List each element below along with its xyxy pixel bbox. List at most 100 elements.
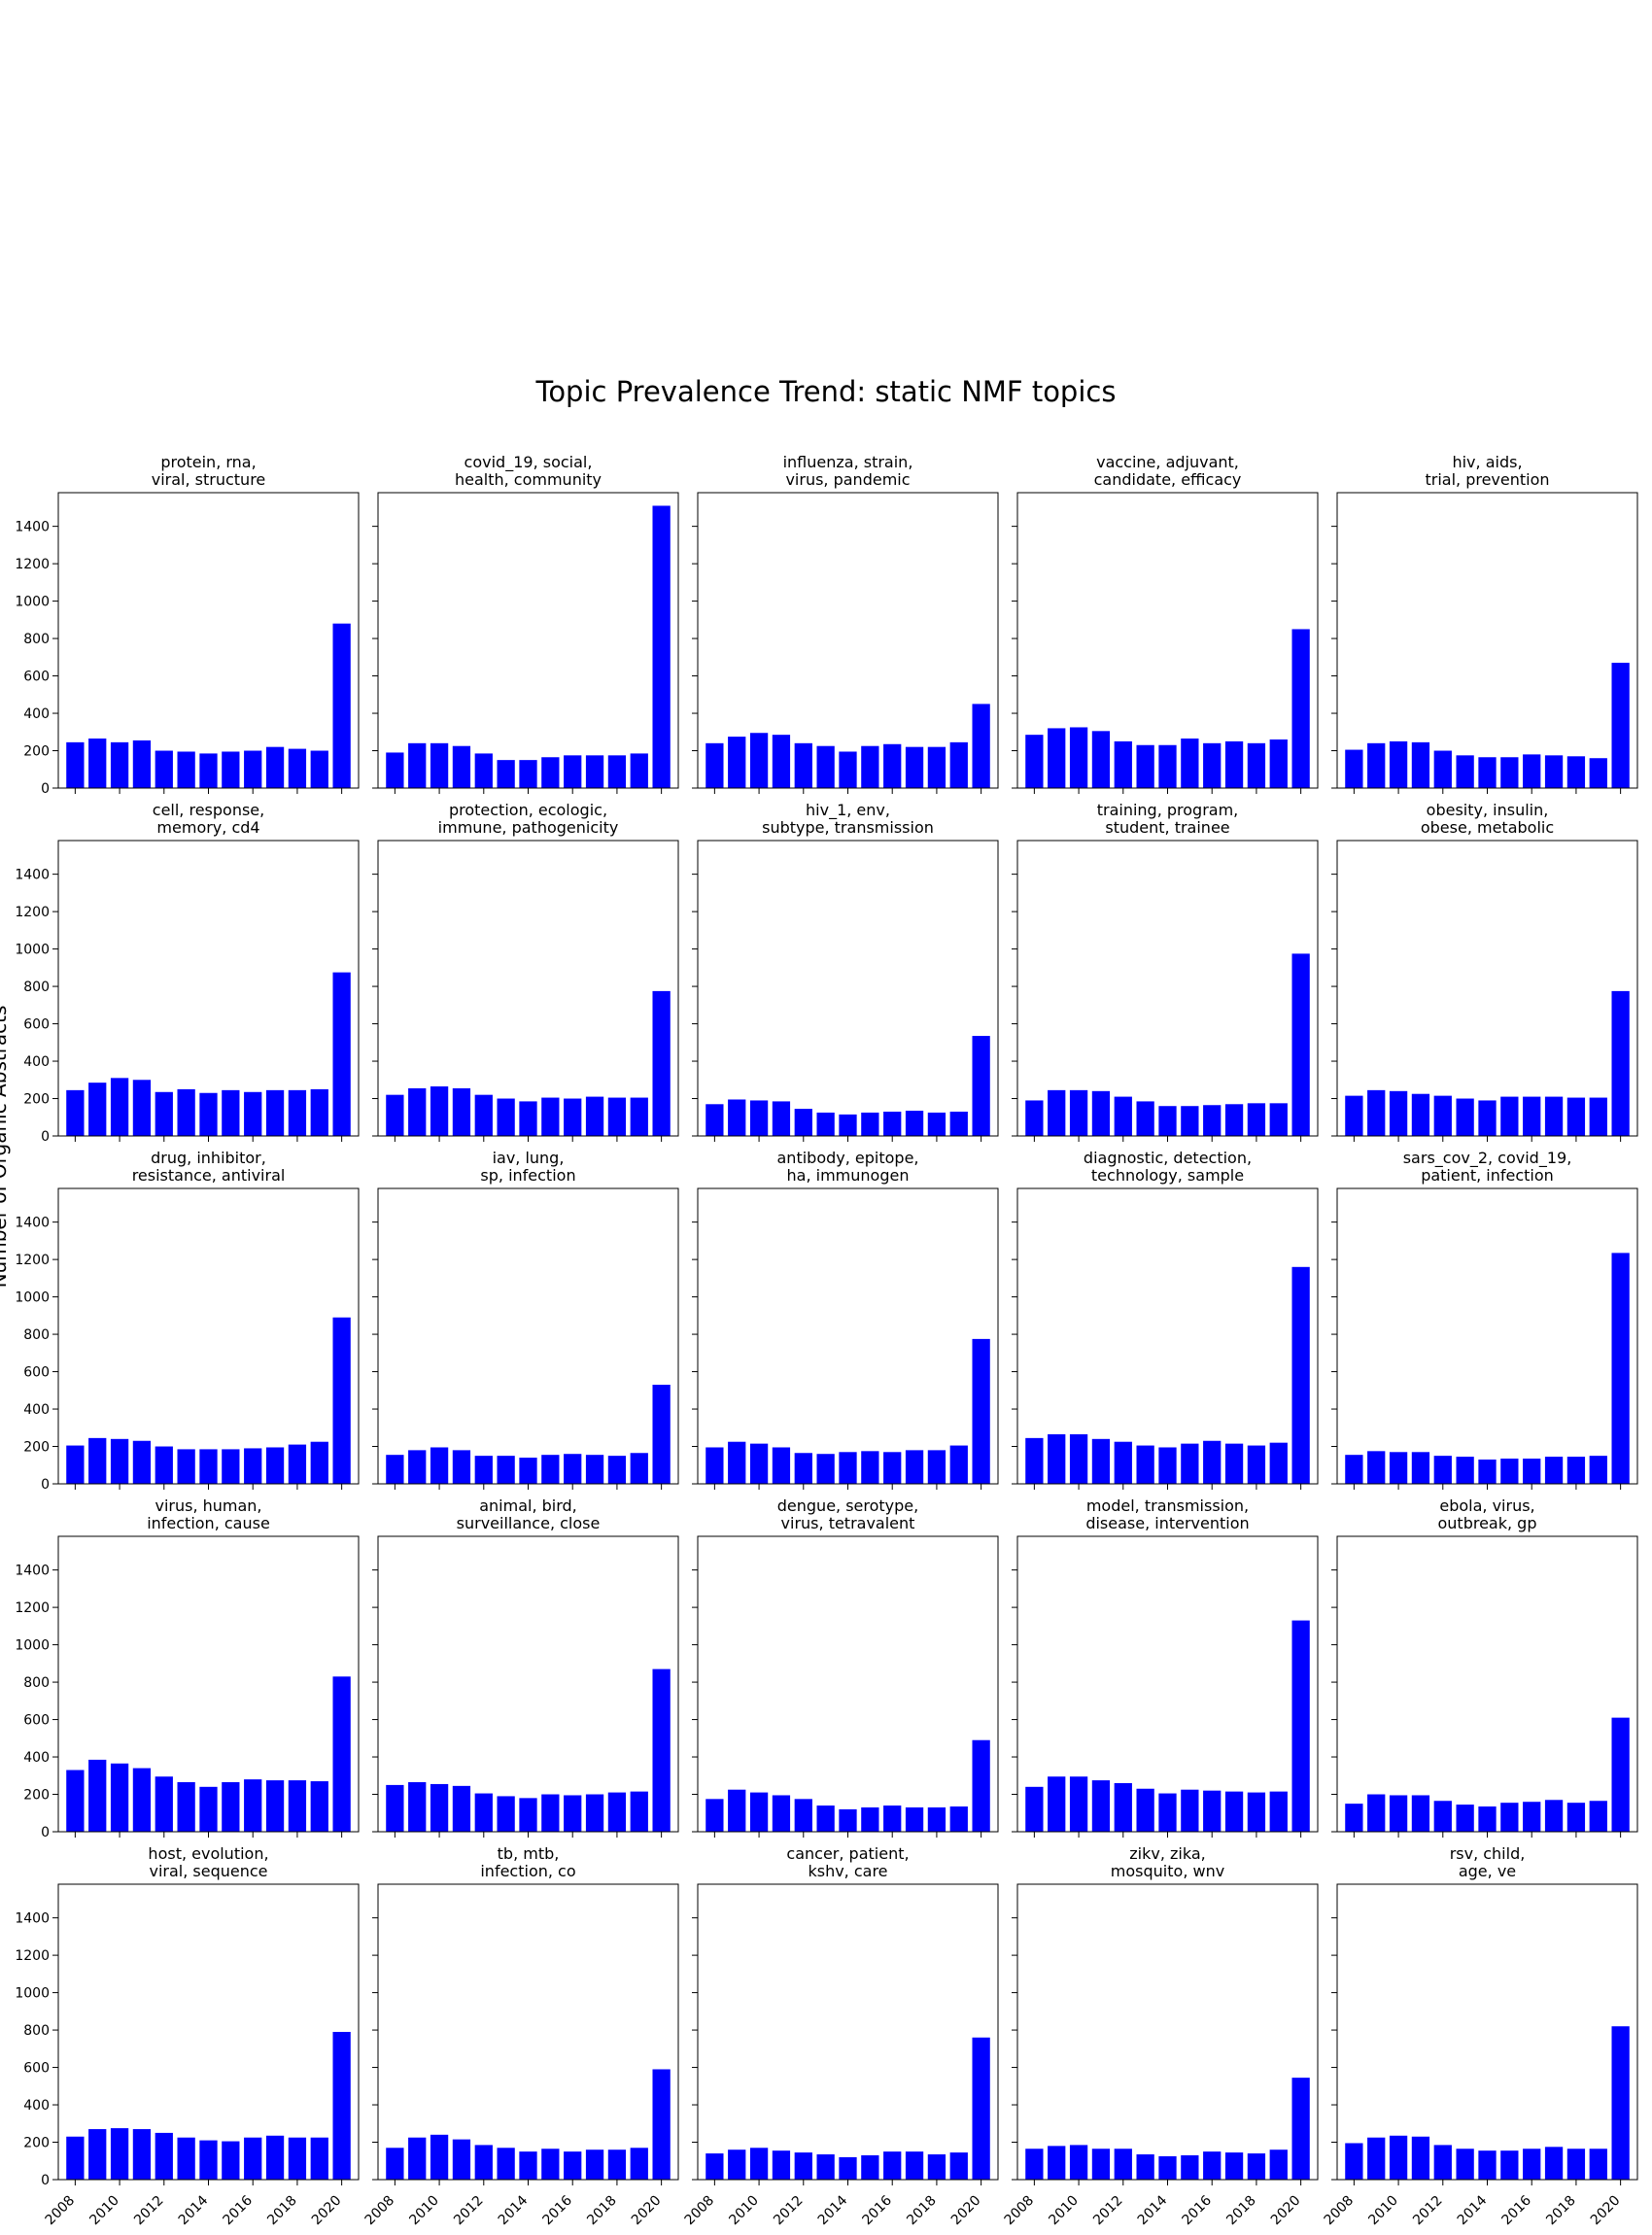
bar [132, 1768, 152, 1832]
bar [905, 2151, 924, 2180]
bar [1136, 2154, 1154, 2180]
bar [728, 1441, 746, 1484]
y-tick-label: 0 [41, 1477, 50, 1493]
bar [839, 751, 857, 788]
panel-title: tb, mtb, [498, 1844, 560, 1863]
bar [772, 1795, 791, 1832]
bar [1566, 1097, 1586, 1136]
bar [519, 760, 537, 788]
bar [265, 1447, 285, 1484]
bar [1389, 1795, 1408, 1832]
x-tick-label: 2014 [815, 2192, 851, 2228]
y-tick-label: 600 [23, 1713, 50, 1729]
bar [564, 1795, 582, 1832]
bar [1048, 1776, 1066, 1832]
panel-frame [1336, 1535, 1638, 1833]
bar [607, 2149, 627, 2180]
bar [1478, 1806, 1497, 1832]
bar [332, 2032, 351, 2180]
x-tick-label: 2018 [904, 2193, 940, 2229]
bar [1203, 1440, 1222, 1484]
bar [199, 1092, 218, 1136]
y-tick-label: 1400 [15, 868, 50, 883]
bar [1269, 1442, 1288, 1484]
bar [1181, 1106, 1199, 1136]
bar [66, 741, 85, 788]
bar [972, 704, 990, 788]
bar [1389, 1452, 1408, 1484]
bar [1589, 2149, 1607, 2180]
y-tick-label: 800 [23, 980, 50, 995]
y-tick-label: 1400 [15, 1911, 50, 1927]
bar [564, 2151, 582, 2180]
bar [1566, 1457, 1586, 1484]
bar [541, 1455, 560, 1484]
bar [132, 1440, 152, 1484]
bar [310, 1088, 328, 1136]
panel-title: surveillance, close [457, 1514, 601, 1532]
bar [88, 1083, 107, 1136]
bar [1523, 1802, 1541, 1832]
bar [177, 751, 195, 788]
bar [474, 1094, 493, 1136]
bar [949, 1445, 968, 1484]
bar [1345, 1095, 1363, 1136]
bar [652, 505, 671, 788]
panel-title: disease, intervention [1085, 1514, 1249, 1532]
panel-title: technology, sample [1091, 1166, 1244, 1185]
topic-panel: zikv, zika,mosquito, wnv 2008 2010 2012 2014… [1002, 1844, 1319, 2229]
bar [222, 751, 240, 788]
panel-title: animal, bird, [479, 1496, 577, 1515]
topic-panel: covid_19, social,health, community [372, 453, 679, 794]
bar [1589, 1456, 1607, 1484]
bar [630, 1097, 648, 1136]
bar [199, 753, 218, 788]
topic-panel: obesity, insulin,obese, metabolic [1331, 801, 1638, 1142]
x-tick-label: 2018 [264, 2193, 300, 2229]
panel-title: subtype, transmission [762, 818, 934, 837]
bar [310, 1441, 328, 1484]
bar [1500, 2150, 1519, 2180]
bar [1247, 2153, 1266, 2180]
bar [883, 1111, 902, 1136]
bar [386, 1784, 404, 1832]
panel-frame [697, 840, 999, 1137]
bar [927, 1450, 946, 1484]
panel-title: host, evolution, [148, 1844, 268, 1863]
bar [1367, 1451, 1386, 1484]
bar [861, 1112, 879, 1136]
bar [1611, 2026, 1630, 2180]
bar [177, 2137, 195, 2180]
x-tick-label: 2008 [1002, 2193, 1038, 2229]
y-tick-label: 1200 [15, 557, 50, 572]
x-tick-label: 2012 [131, 2193, 167, 2229]
x-tick-label: 2020 [1588, 2193, 1624, 2229]
bar [1478, 2150, 1497, 2180]
panel-title: kshv, care [808, 1862, 887, 1880]
y-tick-label: 800 [23, 632, 50, 647]
bar [1114, 1096, 1132, 1136]
bar [1025, 1786, 1044, 1832]
bar [883, 2151, 902, 2180]
bar [430, 1783, 449, 1832]
y-tick-label: 200 [23, 744, 50, 760]
bar [1269, 1103, 1288, 1136]
panel-title: infection, co [480, 1862, 575, 1880]
bar [1367, 742, 1386, 788]
bar [1114, 740, 1132, 788]
bar [1433, 2145, 1452, 2180]
bar [794, 742, 812, 788]
x-tick-label: 2020 [629, 2193, 665, 2229]
bar [1091, 731, 1111, 788]
bar [310, 2137, 328, 2180]
bar [1025, 2149, 1044, 2180]
y-tick-label: 800 [23, 1327, 50, 1343]
bar [1456, 2149, 1474, 2180]
bar [408, 1450, 427, 1484]
bar [1136, 1445, 1154, 1484]
bar [1247, 742, 1266, 788]
y-tick-label: 400 [23, 1054, 50, 1070]
bar [749, 1100, 769, 1136]
bar [1291, 1620, 1310, 1832]
